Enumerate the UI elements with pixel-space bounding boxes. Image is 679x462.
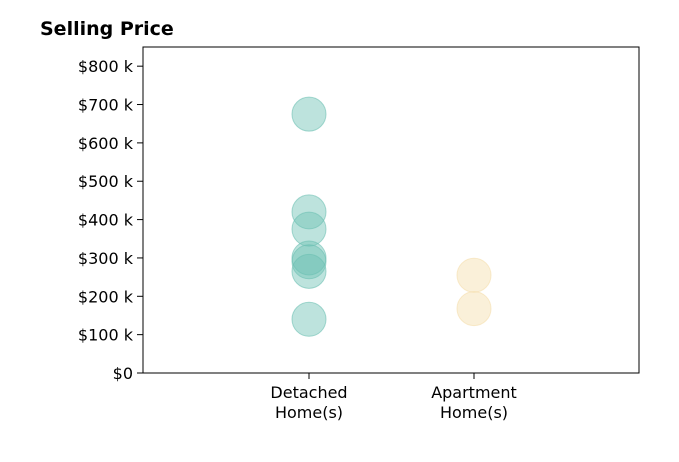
data-point (291, 211, 327, 247)
y-axis: $0 $100 k $200 k $300 k $400 k $500 k $600 k $7… (78, 57, 143, 383)
y-tick-label: $100 k (78, 326, 134, 345)
data-point (456, 291, 492, 327)
chart-title: Selling Price (40, 18, 174, 40)
data-point (291, 301, 327, 337)
y-tick-label: $400 k (78, 211, 134, 230)
data-point (456, 257, 492, 293)
y-tick-label: $500 k (78, 172, 134, 191)
data-point (291, 96, 327, 132)
data-points (291, 96, 492, 337)
y-tick-label: $300 k (78, 249, 134, 268)
y-tick-label: $0 (113, 364, 133, 383)
data-point (291, 253, 327, 289)
x-axis: Detached Home(s) Apartment Home(s) (270, 373, 517, 422)
plot-area-frame (142, 46, 640, 374)
data-point (291, 244, 327, 280)
y-tick-label: $700 k (78, 96, 134, 115)
x-tick-label: Apartment Home(s) (431, 383, 517, 422)
y-tick-label: $800 k (78, 57, 134, 76)
x-tick-label: Detached Home(s) (270, 383, 347, 422)
y-tick-label: $200 k (78, 287, 134, 306)
y-tick-label: $600 k (78, 134, 134, 153)
